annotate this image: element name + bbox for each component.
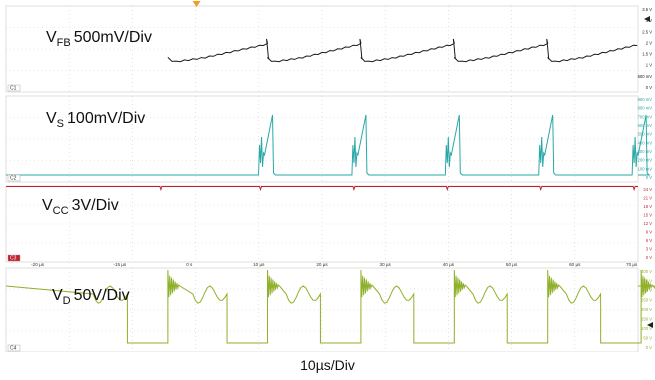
y-tick-c4: 250 V (641, 298, 652, 303)
x-tick: 70 µs (626, 262, 638, 267)
offset-marker (644, 16, 650, 22)
y-tick-c1: 3.5 V (642, 7, 652, 12)
y-tick-c3: 6 V (646, 238, 652, 243)
y-tick-c2: 700 mV (638, 114, 653, 119)
y-tick-c2: 100 mV (638, 166, 653, 171)
x-tick: -20 µs (31, 262, 45, 267)
annotation-symbol: V (46, 29, 57, 46)
x-tick: 0 s (186, 262, 193, 267)
annotation-scale: 100mV/Div (67, 110, 145, 127)
annotation-subscript: D (63, 295, 71, 307)
channel-annotation-c4: VD 50V/Div (52, 287, 130, 307)
y-tick-c4: 0 V (646, 345, 652, 350)
y-tick-c4: 150 V (641, 317, 652, 322)
y-tick-c2: 0 V (646, 175, 652, 180)
y-tick-c4: 50 V (643, 336, 652, 341)
annotation-symbol: V (46, 110, 57, 127)
time-base-label: 10µs/Div (300, 357, 355, 373)
annotation-scale: 3V/Div (72, 197, 119, 214)
trace-c1-vfb (167, 38, 638, 63)
trace-c4-vd (5, 269, 655, 344)
x-tick: 60 µs (569, 262, 581, 267)
channel-badge-label: C4 (10, 346, 17, 352)
annotation-symbol: V (42, 197, 53, 214)
annotation-subscript: S (57, 118, 64, 130)
y-tick-c1: 2 V (646, 40, 652, 45)
annotation-scale: 500mV/Div (74, 29, 152, 46)
channel-badge-label: C1 (10, 86, 17, 92)
x-tick: 50 µs (506, 262, 518, 267)
y-tick-c2: 200 mV (638, 158, 653, 163)
annotation-symbol: V (52, 287, 63, 304)
trace-c2-vs (6, 114, 651, 176)
y-tick-c2: 600 mV (638, 123, 653, 128)
y-tick-c3: 0 V (646, 255, 652, 260)
x-tick: 10 µs (253, 262, 265, 267)
channel-badge-c1 (7, 84, 21, 92)
y-tick-c3: 18 V (643, 204, 652, 209)
channel-badge-label: C3 (10, 256, 17, 262)
grid-c2 (6, 96, 638, 182)
grid-c4 (6, 268, 638, 352)
channel-badge-c3 (7, 254, 21, 262)
y-tick-c1: 1 V (646, 63, 652, 68)
y-tick-c4: 400 V (641, 269, 652, 274)
annotation-subscript: CC (53, 205, 69, 217)
channel-annotation-c3: VCC 3V/Div (42, 197, 119, 217)
y-tick-c3: 9 V (646, 230, 652, 235)
y-tick-c3: 12 V (643, 221, 652, 226)
y-tick-c3: 3 V (646, 247, 652, 252)
x-tick: 30 µs (380, 262, 392, 267)
y-tick-c4: 350 V (641, 279, 652, 284)
trigger-marker (192, 1, 201, 7)
y-tick-c3: 24 V (643, 187, 652, 192)
y-tick-c1: 0 V (646, 85, 652, 90)
y-tick-c1: 500 mV (638, 74, 653, 79)
y-tick-c2: 800 mV (638, 106, 653, 111)
y-tick-c3: 21 V (643, 196, 652, 201)
grid-c3 (6, 186, 638, 262)
x-tick: 20 µs (316, 262, 328, 267)
y-tick-c2: 300 mV (638, 149, 653, 154)
y-tick-c3: 15 V (643, 213, 652, 218)
channel-annotation-c1: VFB 500mV/Div (46, 29, 152, 49)
annotation-scale: 50V/Div (74, 287, 130, 304)
annotation-subscript: FB (57, 37, 71, 49)
y-tick-c1: 2.5 V (642, 29, 652, 34)
channel-annotation-c2: VS 100mV/Div (46, 110, 145, 130)
channel-badge-c2 (7, 174, 21, 182)
grid-c1 (6, 6, 638, 92)
channel-badge-c4 (7, 344, 21, 352)
channel-badge-label: C2 (10, 176, 17, 182)
y-tick-c1: 1.5 V (642, 52, 652, 57)
x-tick: 40 µs (443, 262, 455, 267)
y-tick-c2: 400 mV (638, 140, 653, 145)
y-tick-c2: 900 mV (638, 97, 653, 102)
offset-marker (647, 322, 653, 328)
x-tick: -15 µs (113, 262, 127, 267)
y-tick-c2: 500 mV (638, 132, 653, 137)
trace-c3-vcc (6, 186, 638, 192)
y-tick-c4: 300 V (641, 288, 652, 293)
y-tick-c4: 100 V (641, 326, 652, 331)
y-tick-c4: 200 V (641, 307, 652, 312)
